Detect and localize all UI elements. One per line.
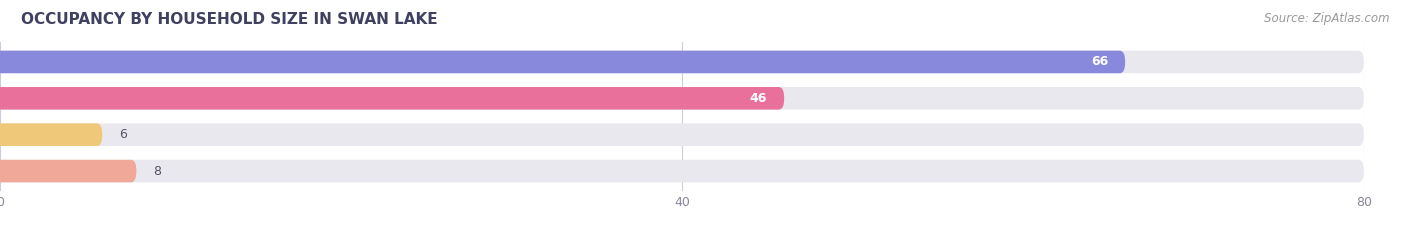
Text: Source: ZipAtlas.com: Source: ZipAtlas.com <box>1264 12 1389 25</box>
FancyBboxPatch shape <box>0 123 103 146</box>
Text: 8: 8 <box>153 164 162 178</box>
FancyBboxPatch shape <box>0 123 1364 146</box>
FancyBboxPatch shape <box>0 51 1125 73</box>
FancyBboxPatch shape <box>0 160 136 182</box>
Text: 46: 46 <box>749 92 768 105</box>
FancyBboxPatch shape <box>0 51 1364 73</box>
FancyBboxPatch shape <box>0 87 1364 110</box>
FancyBboxPatch shape <box>0 160 1364 182</box>
Text: OCCUPANCY BY HOUSEHOLD SIZE IN SWAN LAKE: OCCUPANCY BY HOUSEHOLD SIZE IN SWAN LAKE <box>21 12 437 27</box>
Text: 66: 66 <box>1091 55 1108 69</box>
Text: 6: 6 <box>120 128 127 141</box>
FancyBboxPatch shape <box>0 87 785 110</box>
